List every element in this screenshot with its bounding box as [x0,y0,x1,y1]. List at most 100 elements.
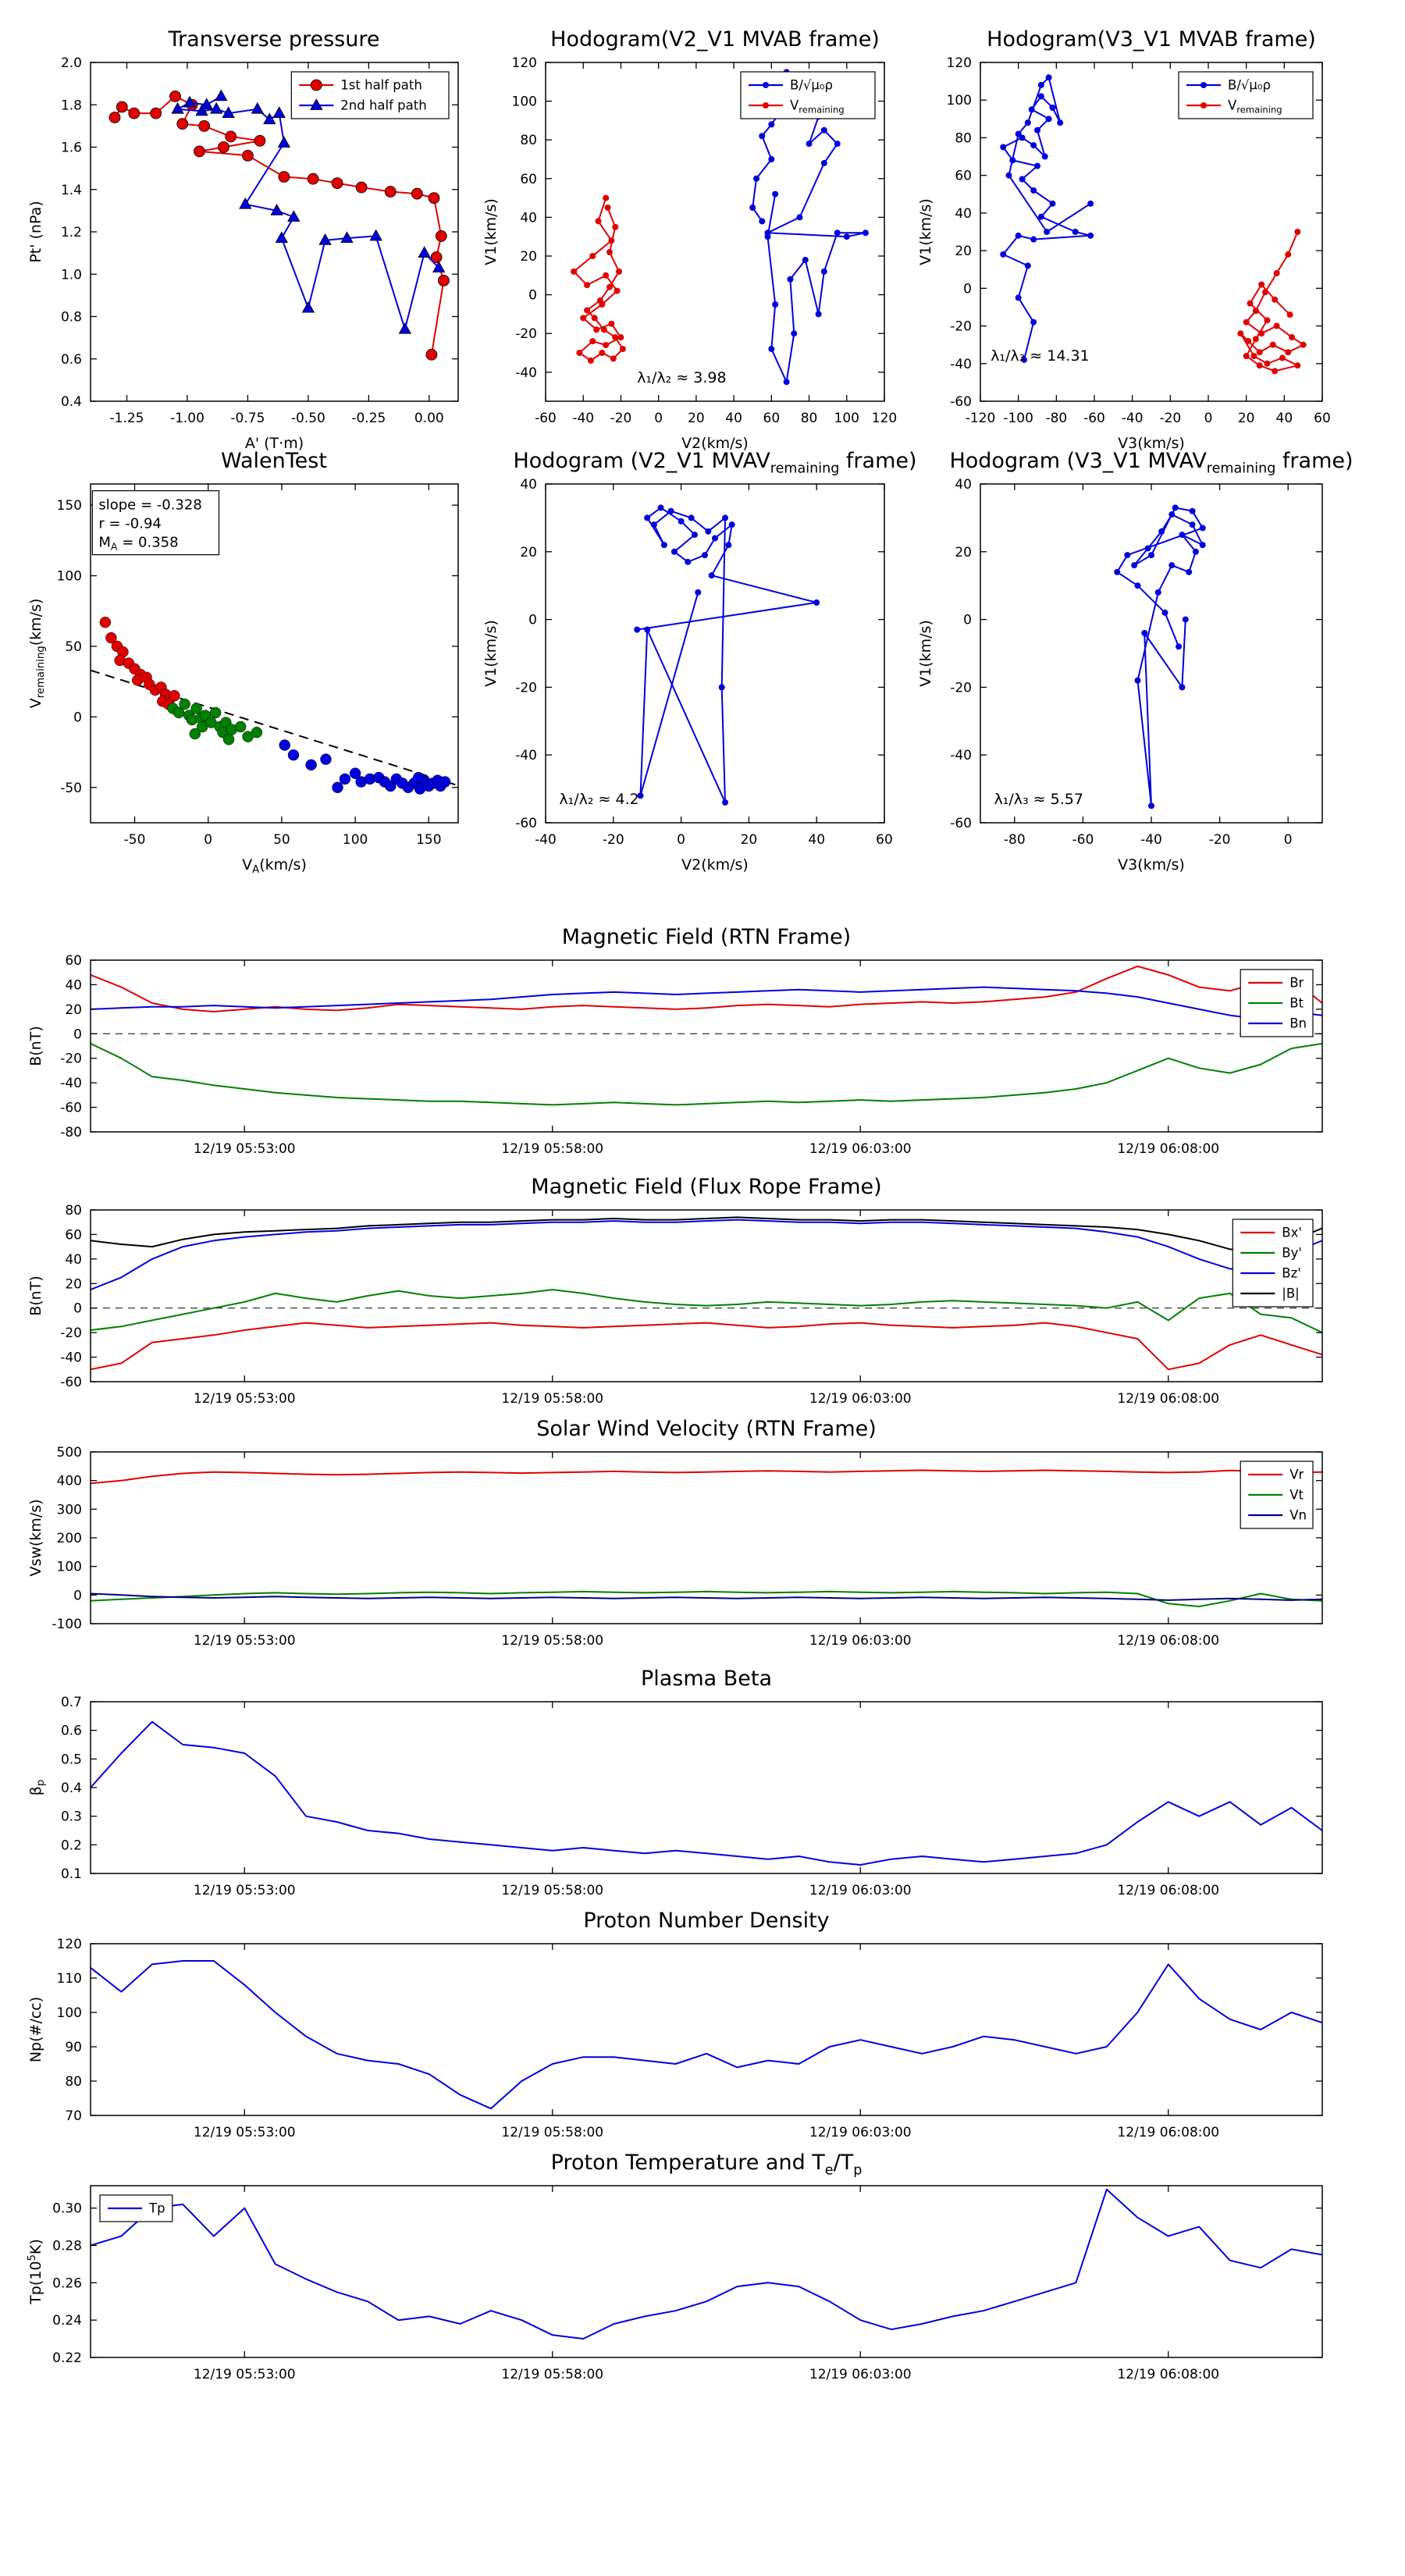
series-np [91,1960,1322,2110]
svg-text:12/19 06:08:00: 12/19 06:08:00 [1117,1633,1219,1649]
svg-text:40: 40 [725,411,742,426]
svg-text:0: 0 [528,288,537,304]
series-v-remaining [1237,229,1307,375]
svg-text:12/19 06:08:00: 12/19 06:08:00 [1117,1883,1219,1898]
svg-text:150: 150 [57,498,82,514]
svg-text:0: 0 [204,832,212,848]
series-bt [91,1042,1322,1106]
title-bfield-rtn: Magnetic Field (RTN Frame) [561,925,852,949]
svg-text:0.30: 0.30 [52,2201,82,2217]
title-bfield-flux-rope: Magnetic Field (Flux Rope Frame) [531,1175,882,1199]
series-walen-middle-segment [167,698,263,745]
svg-text:60: 60 [520,172,537,187]
svg-text:40: 40 [955,477,972,493]
svg-text:By': By' [1282,1246,1302,1261]
svg-text:120: 120 [57,1937,82,1952]
axis-ticks-hodogram-v2v1-mvab: -60 -40 -20 0 20 40 60 80 100 120 -40 -20 0 20 40 60 80 1… [512,55,898,426]
plot-area-transverse-pressure [108,89,450,361]
svg-text:-40: -40 [515,748,537,763]
svg-text:40: 40 [520,477,537,493]
svg-text:-50: -50 [60,781,82,796]
svg-text:80: 80 [955,130,972,146]
svg-text:70: 70 [65,2108,82,2124]
svg-text:2nd half path: 2nd half path [340,98,426,113]
panel-vsw-rtn: 12/19 05:53:00 12/19 05:58:00 12/19 06:03:… [27,1445,1323,1649]
annotation-text: λ₁/λ₂ ≈ 4.2 [559,791,638,808]
panel-transverse-pressure: -1.25 -1.00 -0.75 -0.50 -0.25 0.00 0.4 0.6 0.8 1.… [27,55,459,452]
svg-text:80: 80 [520,133,537,148]
svg-text:20: 20 [520,249,537,265]
svg-text:-100: -100 [1003,411,1033,426]
annotation-box: slope = -0.328 r = -0.94 MA = 0.358 [91,490,220,556]
title-vsw-rtn: Solar Wind Velocity (RTN Frame) [536,1417,877,1441]
svg-text:0.24: 0.24 [52,2313,82,2329]
y-axis-label: V1(km/s) [917,198,934,265]
x-axis-label: V2(km/s) [681,435,749,452]
svg-text:12/19 05:58:00: 12/19 05:58:00 [501,1633,603,1649]
axes-frame [90,483,459,824]
svg-text:r = -0.94: r = -0.94 [98,516,162,532]
svg-text:-40: -40 [535,832,557,848]
svg-text:0: 0 [73,1026,82,1042]
svg-text:Tp: Tp [148,2201,165,2216]
svg-text:-60: -60 [60,1375,82,1390]
svg-text:Bt: Bt [1289,996,1304,1011]
svg-text:0.22: 0.22 [52,2350,82,2366]
svg-text:-20: -20 [60,1051,82,1067]
axis-ticks-bfield-flux-rope: 12/19 05:53:00 12/19 05:58:00 12/19 06:03:… [60,1203,1322,1407]
axes-frame [90,2185,1323,2358]
svg-text:60: 60 [65,1227,82,1243]
svg-text:0.6: 0.6 [61,1724,82,1739]
y-axis-label: V1(km/s) [917,620,934,687]
plot-area-proton-density [91,1960,1322,2110]
svg-text:1.6: 1.6 [61,141,82,156]
x-axis-label: V3(km/s) [1118,856,1185,873]
legend-hodogram-v3v1-mvab: B/√μ₀ρ Vremaining [1178,71,1314,119]
svg-text:12/19 06:08:00: 12/19 06:08:00 [1117,1391,1219,1407]
svg-text:60: 60 [955,169,972,184]
y-axis-label: V1(km/s) [482,620,500,687]
panel-bfield-flux-rope: 12/19 05:53:00 12/19 05:58:00 12/19 06:03:… [27,1203,1323,1407]
plot-area-plasma-beta [91,1720,1322,1866]
svg-text:-0.25: -0.25 [351,411,386,426]
legend-transverse-pressure: 1st half path 2nd half path [290,71,450,119]
series-v-remaining-path [1114,504,1206,809]
title-proton-density: Proton Number Density [583,1909,830,1933]
svg-text:-0.75: -0.75 [230,411,265,426]
svg-text:1.2: 1.2 [61,225,82,240]
svg-text:12/19 06:08:00: 12/19 06:08:00 [1117,2367,1219,2382]
svg-text:150: 150 [416,832,441,848]
legend-bfield-flux-rope: Bx' By' Bz' |B| [1232,1219,1314,1308]
svg-text:12/19 06:03:00: 12/19 06:03:00 [809,2125,912,2140]
svg-text:40: 40 [520,210,537,226]
title-hodogram-v2v1-mvab: Hodogram(V2_V1 MVAB frame) [550,27,880,52]
svg-text:12/19 06:03:00: 12/19 06:03:00 [809,1883,912,1898]
axis-ticks-transverse-pressure: -1.25 -1.00 -0.75 -0.50 -0.25 0.00 0.4 0.6 0.8 1.… [61,55,458,426]
svg-text:slope = -0.328: slope = -0.328 [98,497,201,514]
y-axis-label: V1(km/s) [482,198,500,265]
svg-text:12/19 06:08:00: 12/19 06:08:00 [1117,1141,1219,1157]
svg-text:20: 20 [741,832,758,848]
svg-text:200: 200 [57,1531,82,1546]
svg-text:0: 0 [963,281,972,297]
series-first-half-path [108,91,450,361]
legend-bfield-rtn: Br Bt Bn [1240,969,1314,1037]
svg-text:0: 0 [1284,832,1293,848]
svg-text:0.26: 0.26 [52,2275,82,2291]
svg-text:0.8: 0.8 [61,310,82,326]
svg-text:0: 0 [73,1588,82,1603]
series-by-prime [91,1289,1322,1334]
svg-text:100: 100 [343,832,368,848]
svg-text:60: 60 [1314,411,1331,426]
x-axis-label: VA(km/s) [242,856,307,876]
legend-vsw-rtn: Vr Vt Vn [1240,1461,1314,1529]
svg-text:12/19 05:58:00: 12/19 05:58:00 [501,2125,603,2140]
svg-text:-20: -20 [1209,832,1231,848]
svg-text:Vn: Vn [1289,1508,1307,1523]
axes-frame [90,1943,1323,2116]
series-vr [91,1469,1322,1485]
axes-frame [545,62,885,402]
panel-bfield-rtn: 12/19 05:53:00 12/19 05:58:00 12/19 06:03:… [27,953,1323,1157]
panel-hodogram-v3v1-mvab: -120 -100 -80 -60 -40 -20 0 20 40 60 -60 -40 -20 0 20 4… [917,55,1331,452]
